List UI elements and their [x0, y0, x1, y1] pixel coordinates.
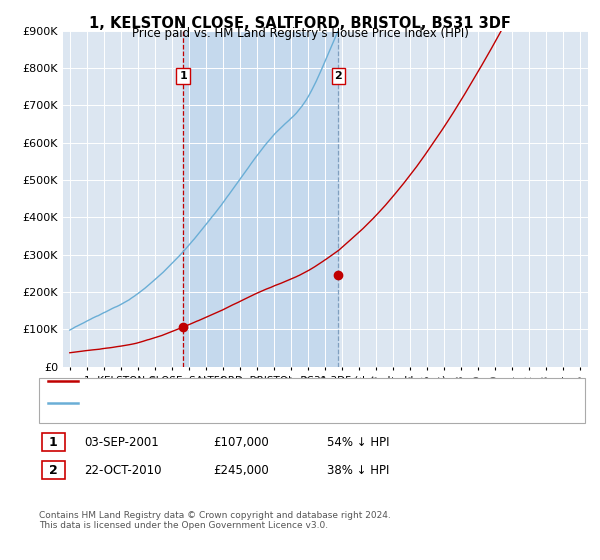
Text: 22-OCT-2010: 22-OCT-2010	[84, 464, 161, 477]
Text: 1: 1	[49, 436, 58, 449]
Text: 1: 1	[179, 71, 187, 81]
Text: 2: 2	[49, 464, 58, 477]
Text: 1, KELSTON CLOSE, SALTFORD, BRISTOL, BS31 3DF (detached house): 1, KELSTON CLOSE, SALTFORD, BRISTOL, BS3…	[84, 376, 446, 386]
Text: 1, KELSTON CLOSE, SALTFORD, BRISTOL, BS31 3DF: 1, KELSTON CLOSE, SALTFORD, BRISTOL, BS3…	[89, 16, 511, 31]
Text: 38% ↓ HPI: 38% ↓ HPI	[327, 464, 389, 477]
Text: £107,000: £107,000	[213, 436, 269, 449]
Text: 2: 2	[334, 71, 342, 81]
Bar	[183, 31, 338, 367]
Text: £245,000: £245,000	[213, 464, 269, 477]
Text: HPI: Average price, detached house, Bath and North East Somerset: HPI: Average price, detached house, Bath…	[84, 398, 436, 408]
Text: Contains HM Land Registry data © Crown copyright and database right 2024.
This d: Contains HM Land Registry data © Crown c…	[39, 511, 391, 530]
Text: 03-SEP-2001: 03-SEP-2001	[84, 436, 159, 449]
Text: Price paid vs. HM Land Registry's House Price Index (HPI): Price paid vs. HM Land Registry's House …	[131, 27, 469, 40]
Text: 54% ↓ HPI: 54% ↓ HPI	[327, 436, 389, 449]
